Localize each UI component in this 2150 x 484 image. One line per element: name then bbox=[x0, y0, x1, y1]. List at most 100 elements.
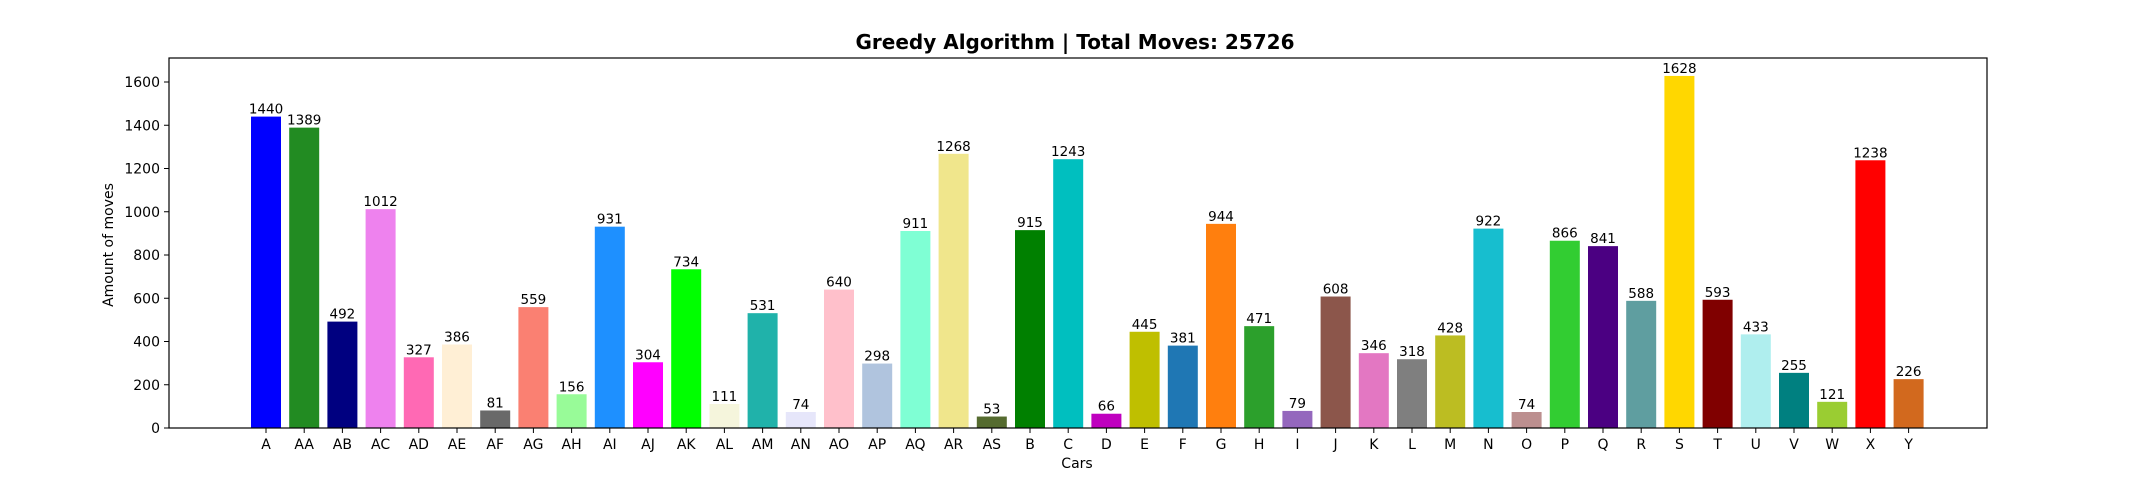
data-label-aq: 911 bbox=[903, 216, 929, 232]
x-tick-label-ai: AI bbox=[603, 437, 617, 453]
chart-title: Greedy Algorithm | Total Moves: 25726 bbox=[856, 30, 1295, 54]
y-tick-label-600: 600 bbox=[133, 291, 160, 307]
data-label-a: 1440 bbox=[249, 102, 283, 118]
data-label-x: 1238 bbox=[1853, 145, 1887, 161]
bar-y bbox=[1893, 379, 1924, 428]
bar-x bbox=[1855, 160, 1886, 428]
data-label-ag: 559 bbox=[521, 292, 547, 308]
x-tick-label-f: F bbox=[1179, 437, 1187, 453]
y-tick-label-1600: 1600 bbox=[124, 75, 160, 91]
x-tick-label-a: A bbox=[261, 437, 271, 453]
data-label-am: 531 bbox=[750, 298, 776, 314]
data-label-s: 1628 bbox=[1662, 61, 1696, 77]
data-label-ac: 1012 bbox=[363, 194, 397, 210]
data-label-t: 593 bbox=[1705, 285, 1731, 301]
bar-ai bbox=[594, 226, 625, 428]
x-tick-label-r: R bbox=[1636, 437, 1646, 453]
bar-aa bbox=[289, 127, 320, 428]
data-label-m: 428 bbox=[1437, 320, 1463, 336]
bar-u bbox=[1740, 334, 1771, 428]
x-tick-label-p: P bbox=[1561, 437, 1569, 453]
bar-af bbox=[480, 410, 511, 428]
data-label-k: 346 bbox=[1361, 338, 1387, 354]
x-tick-label-x: X bbox=[1866, 437, 1876, 453]
bar-v bbox=[1779, 372, 1809, 428]
bar-al bbox=[709, 404, 740, 428]
x-tick-label-j: J bbox=[1333, 437, 1338, 453]
x-tick-label-y: Y bbox=[1903, 437, 1913, 453]
x-tick-label-i: I bbox=[1295, 437, 1299, 453]
bar-n bbox=[1473, 228, 1504, 428]
x-tick-label-w: W bbox=[1825, 437, 1839, 453]
x-tick-label-ac: AC bbox=[371, 437, 390, 453]
data-label-f: 381 bbox=[1170, 331, 1196, 347]
data-label-y: 226 bbox=[1896, 364, 1922, 380]
x-tick-label-h: H bbox=[1254, 437, 1265, 453]
bar-f bbox=[1167, 345, 1198, 428]
bar-s bbox=[1664, 75, 1695, 428]
x-tick-label-t: T bbox=[1712, 437, 1722, 453]
x-tick-label-ad: AD bbox=[409, 437, 429, 453]
bar-aq bbox=[900, 231, 931, 428]
bar-c bbox=[1053, 159, 1084, 428]
x-tick-label-o: O bbox=[1521, 437, 1532, 453]
data-label-an: 74 bbox=[792, 397, 809, 413]
x-tick-label-ar: AR bbox=[944, 437, 964, 453]
bar-b bbox=[1015, 230, 1045, 428]
data-label-as: 53 bbox=[983, 402, 1000, 418]
bar-ag bbox=[518, 307, 549, 428]
data-label-p: 866 bbox=[1552, 226, 1578, 242]
bar-p bbox=[1549, 240, 1580, 428]
data-label-ak: 734 bbox=[673, 254, 699, 270]
bar-d bbox=[1091, 413, 1122, 428]
x-tick-label-ak: AK bbox=[677, 437, 697, 453]
bar-t bbox=[1702, 299, 1733, 428]
x-tick-label-ap: AP bbox=[868, 437, 886, 453]
x-tick-label-an: AN bbox=[791, 437, 811, 453]
bar-k bbox=[1358, 353, 1389, 428]
bar-ao bbox=[824, 289, 854, 428]
bar-am bbox=[747, 313, 778, 428]
bar-ar bbox=[938, 153, 969, 429]
x-axis-ticks: A AA AB AC AD AE AF AG AH AI AJ AK AL AM AN AO AP AQ AR AS B… bbox=[261, 428, 1913, 453]
data-label-ad: 327 bbox=[406, 342, 432, 358]
bar-m bbox=[1435, 335, 1466, 428]
data-label-w: 121 bbox=[1819, 387, 1845, 403]
bar-e bbox=[1129, 331, 1160, 428]
data-label-ap: 298 bbox=[864, 349, 890, 365]
y-tick-label-1200: 1200 bbox=[124, 162, 160, 178]
bar-ap bbox=[862, 363, 893, 428]
bar-w bbox=[1817, 401, 1848, 428]
x-tick-label-am: AM bbox=[752, 437, 774, 453]
data-label-l: 318 bbox=[1399, 344, 1425, 360]
data-label-c: 1243 bbox=[1051, 144, 1085, 160]
x-tick-label-s: S bbox=[1675, 437, 1684, 453]
x-tick-label-ah: AH bbox=[562, 437, 582, 453]
x-tick-label-d: D bbox=[1101, 437, 1112, 453]
data-label-d: 66 bbox=[1098, 399, 1115, 415]
bar-g bbox=[1206, 223, 1236, 428]
x-tick-label-l: L bbox=[1408, 437, 1416, 453]
data-label-q: 841 bbox=[1590, 231, 1616, 247]
y-axis-ticks: 0 200 400 600 800 1000 1200 1400 1600 bbox=[124, 75, 169, 437]
y-tick-label-1000: 1000 bbox=[124, 205, 160, 221]
bar-q bbox=[1588, 246, 1618, 428]
data-label-b: 915 bbox=[1017, 215, 1043, 231]
data-label-v: 255 bbox=[1781, 358, 1807, 374]
bar-l bbox=[1397, 359, 1427, 428]
x-tick-label-al: AL bbox=[716, 437, 734, 453]
x-tick-label-as: AS bbox=[983, 437, 1002, 453]
x-tick-label-v: V bbox=[1789, 437, 1799, 453]
x-tick-label-aa: AA bbox=[294, 437, 314, 453]
x-tick-label-q: Q bbox=[1597, 437, 1608, 453]
data-label-af: 81 bbox=[487, 395, 504, 411]
bar-o bbox=[1511, 412, 1542, 428]
data-label-ai: 931 bbox=[597, 212, 623, 228]
x-tick-label-m: M bbox=[1444, 437, 1456, 453]
y-tick-label-200: 200 bbox=[133, 378, 160, 394]
y-axis-label: Amount of moves bbox=[101, 183, 117, 307]
x-tick-label-ae: AE bbox=[448, 437, 466, 453]
data-label-n: 922 bbox=[1476, 214, 1502, 230]
data-label-aa: 1389 bbox=[287, 113, 321, 129]
